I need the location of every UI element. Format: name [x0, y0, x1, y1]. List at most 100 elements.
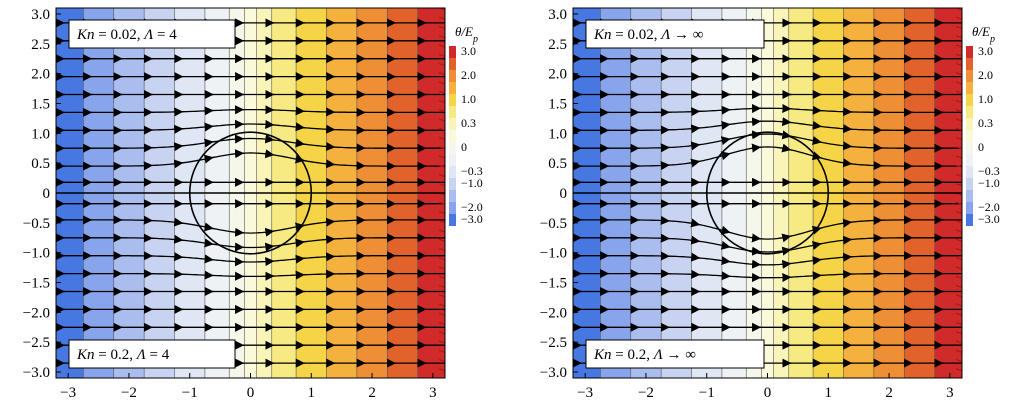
y-tick-label: −2.5: [540, 335, 567, 351]
y-tick-label: 1.5: [31, 96, 50, 112]
edge-mark: [438, 99, 446, 104]
edge-mark: [955, 164, 963, 168]
colorbar-swatch: [449, 166, 456, 178]
x-tick-label: 0: [247, 385, 255, 401]
streamline-arrow: [295, 122, 306, 132]
edge-mark: [438, 72, 446, 76]
edge-mark: [955, 35, 963, 39]
edge-mark: [955, 44, 963, 48]
streamline-arrow: [751, 143, 762, 153]
edge-mark: [955, 90, 963, 94]
colorbar-tick-label: 0: [978, 140, 984, 154]
edge-mark: [438, 164, 446, 168]
edge-mark: [438, 257, 446, 261]
colorbar-swatch: [966, 130, 973, 142]
y-tick-label: 2.5: [31, 37, 50, 53]
edge-mark: [438, 358, 446, 363]
colorbar-swatch: [966, 106, 973, 118]
edge-mark: [955, 62, 963, 67]
edge-mark: [955, 146, 963, 150]
streamlines: [573, 18, 962, 368]
streamline-arrow: [812, 120, 823, 130]
colorbar-swatch: [966, 82, 973, 94]
colorbar-swatch: [966, 142, 973, 154]
streamline-arrow: [720, 225, 732, 235]
y-tick-label: −2.0: [23, 305, 50, 321]
streamline-arrow: [690, 218, 701, 228]
y-tick-label: −2.0: [540, 305, 567, 321]
colorbar-swatch: [966, 58, 973, 70]
edge-mark: [438, 238, 446, 242]
edge-mark: [955, 201, 963, 205]
edge-mark: [438, 284, 446, 289]
streamline-arrow: [720, 240, 732, 250]
colorbar-swatch: [966, 70, 973, 82]
x-tick-label: −2: [638, 385, 654, 401]
edge-mark: [955, 53, 963, 57]
streamline-arrow: [842, 218, 853, 228]
edge-mark: [438, 229, 446, 233]
streamline-arrow: [811, 240, 823, 250]
colorbar-left: θ/Ep 3.0 2.0 1.0 0.3 0 −0.3−1.0 −2.0−3.0: [449, 24, 483, 226]
edge-mark: [955, 257, 963, 261]
streamlines: [56, 18, 445, 368]
streamline-arrow: [811, 151, 823, 161]
streamline-arrow: [173, 159, 184, 169]
y-tick-label: 3.0: [548, 7, 567, 23]
colorbar-swatch: [449, 118, 456, 130]
colorbar-swatch: [449, 46, 456, 58]
x-tick-label: −2: [121, 385, 137, 401]
edge-mark: [438, 25, 446, 30]
colorbar-swatch: [449, 178, 456, 190]
streamline-arrow: [690, 158, 701, 168]
x-tick-label: 3: [429, 385, 437, 401]
edge-mark: [955, 136, 963, 141]
edge-mark: [438, 220, 446, 224]
x-tick-label: 3: [946, 385, 954, 401]
x-tick-label: 2: [885, 385, 893, 401]
edge-mark: [955, 294, 963, 298]
y-tick-label: 0.5: [31, 156, 50, 172]
streamline-arrow: [295, 138, 306, 148]
colorbar-tick-label: −3.0: [978, 212, 1000, 226]
y-tick-label: −1.0: [540, 246, 567, 262]
streamline-arrow: [173, 142, 184, 152]
colorbar-swatch: [966, 214, 973, 226]
edge-mark: [955, 229, 963, 233]
edge-mark: [438, 109, 446, 113]
lower-label-box: [68, 339, 236, 369]
x-tick-label: 1: [308, 385, 316, 401]
edge-mark: [955, 210, 963, 215]
colorbar-tick-label: 1.0: [978, 92, 993, 106]
edge-mark: [955, 127, 963, 131]
streamline-arrow: [264, 227, 275, 237]
streamline-arrow: [781, 233, 792, 243]
y-tick-label: 1.5: [548, 96, 567, 112]
edge-mark: [438, 331, 446, 335]
edge-mark: [438, 136, 446, 141]
edge-mark: [438, 368, 446, 372]
edge-mark: [955, 25, 963, 30]
colorbar-swatch: [966, 178, 973, 190]
edge-mark: [955, 238, 963, 242]
x-tick-label: 2: [368, 385, 376, 401]
edge-mark: [955, 118, 963, 122]
colorbar-tick-label: 1.0: [461, 92, 476, 106]
edge-mark: [438, 349, 446, 353]
y-tick-label: −1.5: [23, 276, 50, 292]
colorbar-swatch: [449, 214, 456, 226]
streamline-arrow: [781, 117, 792, 127]
y-tick-label: −3.0: [540, 365, 567, 381]
edge-mark: [955, 16, 963, 20]
lower-label: Kn = 0.2, Λ → ∞: [593, 347, 696, 363]
y-tick-label: 2.0: [31, 67, 50, 83]
streamline-arrow: [204, 238, 215, 248]
y-tick-label: 3.0: [31, 7, 50, 23]
colorbar-swatch: [966, 154, 973, 166]
edge-mark: [955, 72, 963, 76]
y-tick-label: 2.5: [548, 37, 567, 53]
streamline-arrow: [721, 256, 732, 266]
y-tick-label: 1.0: [31, 126, 50, 142]
colorbar-tick-label: −0.3: [461, 164, 483, 178]
